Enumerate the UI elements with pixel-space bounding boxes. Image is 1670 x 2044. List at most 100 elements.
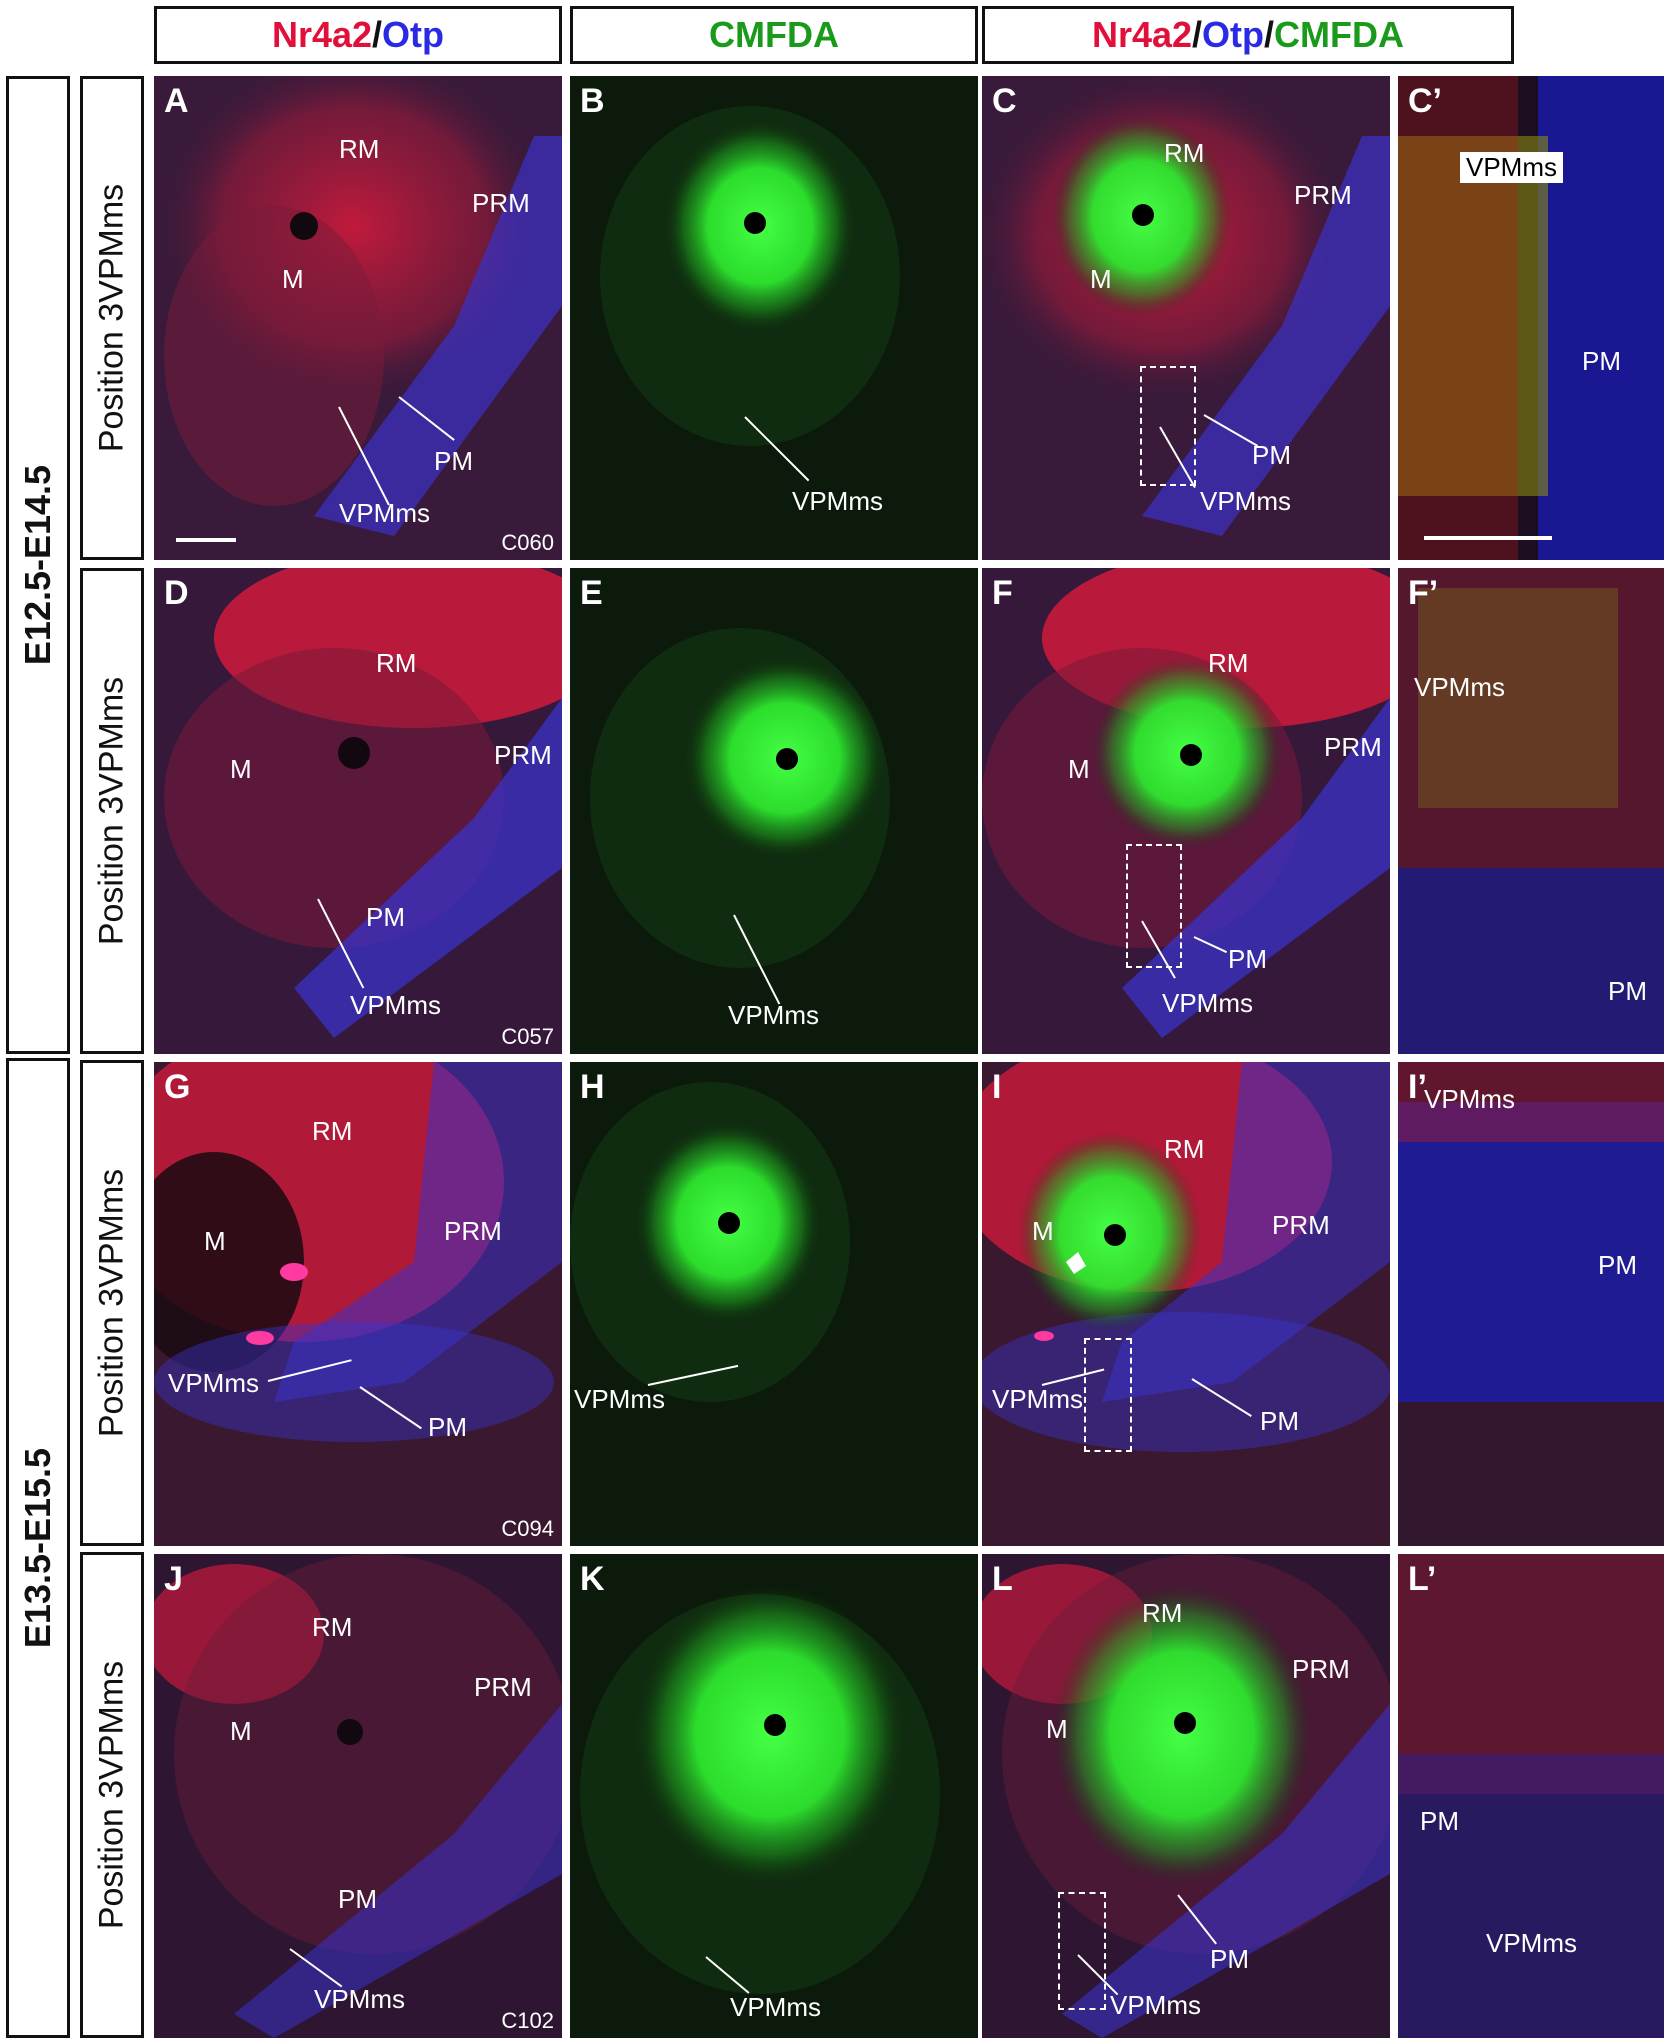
- panel-H: H VPMms: [570, 1062, 978, 1546]
- header-separator: /: [1264, 14, 1275, 55]
- sample-code: C102: [501, 2008, 554, 2033]
- panel-letter: F: [992, 574, 1013, 612]
- micrograph-zoom: [1398, 1062, 1664, 1546]
- row-label-text: Position 3VPMms: [92, 1168, 131, 1438]
- header-cmfda: CMFDA: [570, 6, 978, 64]
- micrograph-nr4a2-otp: [154, 568, 562, 1054]
- group-label-text: E12.5-E14.5: [17, 464, 58, 666]
- injection-site-dot: [1104, 1224, 1126, 1246]
- label-rm: RM: [339, 134, 380, 164]
- injection-site-dot: [776, 748, 798, 770]
- header-merged-nr4a2: Nr4a2: [1091, 14, 1193, 55]
- panel-I-prime: I’ VPMms PM: [1398, 1062, 1664, 1546]
- label-m: M: [1032, 1216, 1054, 1246]
- label-pm: PM: [1582, 346, 1621, 376]
- zoom-region-box: [1126, 844, 1182, 968]
- panel-letter: I: [992, 1068, 1002, 1106]
- group-label-text: E13.5-E15.5: [17, 1447, 58, 1649]
- micrograph-nr4a2-otp: [154, 76, 562, 560]
- label-vpmms: VPMms: [728, 1000, 819, 1030]
- label-vpmms: VPMms: [1162, 988, 1253, 1018]
- label-m: M: [1090, 264, 1112, 294]
- panel-J: J RM PRM M PM VPMms C102: [154, 1554, 562, 2038]
- label-pm: PM: [1210, 1944, 1249, 1974]
- label-rm: RM: [1164, 138, 1205, 168]
- label-rm: RM: [376, 648, 417, 678]
- injection-site-dot: [744, 212, 766, 234]
- label-m: M: [230, 754, 252, 784]
- sample-code: C060: [501, 530, 554, 555]
- label-vpmms: VPMms: [1110, 1990, 1201, 2020]
- panel-letter: F’: [1408, 574, 1439, 612]
- label-rm: RM: [312, 1116, 353, 1146]
- row-label-3: Position 3VPMms: [80, 1060, 144, 1546]
- row-label-2: Position 3VPMms: [80, 568, 144, 1054]
- label-vpmms: VPMms: [792, 486, 883, 516]
- row-label-text: Position 3VPMms: [92, 676, 131, 946]
- label-vpmms: VPMms: [1486, 1928, 1577, 1958]
- micrograph-merged: [982, 1554, 1390, 2038]
- label-m: M: [282, 264, 304, 294]
- zoom-region-box: [1084, 1338, 1132, 1452]
- micrograph-merged: [982, 1062, 1390, 1546]
- header-cmfda-label: CMFDA: [709, 14, 839, 55]
- label-vpmms: VPMms: [574, 1384, 665, 1414]
- label-prm: PRM: [444, 1216, 502, 1246]
- row-label-text: Position 3VPMms: [92, 183, 131, 453]
- panel-E: E VPMms: [570, 568, 978, 1054]
- label-pm: PM: [1260, 1406, 1299, 1436]
- label-pm: PM: [1608, 976, 1647, 1006]
- label-prm: PRM: [494, 740, 552, 770]
- panel-C: C RM PRM M PM VPMms: [982, 76, 1390, 560]
- label-vpmms: VPMms: [168, 1368, 259, 1398]
- label-rm: RM: [1142, 1598, 1183, 1628]
- panel-letter: I’: [1408, 1068, 1427, 1106]
- panel-letter: H: [580, 1068, 605, 1106]
- row-label-text: Position 3VPMms: [92, 1660, 131, 1930]
- panel-letter: D: [164, 574, 189, 612]
- micrograph-cmfda: [570, 1062, 978, 1546]
- panel-letter: C’: [1408, 82, 1442, 120]
- label-pm: PM: [1252, 440, 1291, 470]
- label-rm: RM: [312, 1612, 353, 1642]
- micrograph-zoom: [1398, 568, 1664, 1054]
- micrograph-cmfda: [570, 76, 978, 560]
- label-pm: PM: [366, 902, 405, 932]
- label-vpmms: VPMms: [1200, 486, 1291, 516]
- panel-I: I RM PRM M VPMms PM: [982, 1062, 1390, 1546]
- label-prm: PRM: [1272, 1210, 1330, 1240]
- label-pm: PM: [1598, 1250, 1637, 1280]
- micrograph-zoom: [1398, 1554, 1664, 2038]
- injection-site-dot: [718, 1212, 740, 1234]
- injection-site-dot: [1180, 744, 1202, 766]
- header-merged-cmfda: CMFDA: [1274, 14, 1405, 55]
- group-label-1: E12.5-E14.5: [6, 76, 70, 1054]
- micrograph-nr4a2-otp: [154, 1554, 562, 2038]
- label-pm: PM: [428, 1412, 467, 1442]
- panel-C-prime: C’ VPMms PM: [1398, 76, 1664, 560]
- header-separator: /: [1192, 14, 1203, 55]
- micrograph-zoom: [1398, 76, 1664, 560]
- panel-L-prime: L’ PM VPMms: [1398, 1554, 1664, 2038]
- header-merged-otp: Otp: [1202, 14, 1265, 55]
- panel-D: D RM PRM M PM VPMms C057: [154, 568, 562, 1054]
- panel-letter: C: [992, 82, 1017, 120]
- label-vpmms: VPMms: [350, 990, 441, 1020]
- label-m: M: [204, 1226, 226, 1256]
- label-vpmms: VPMms: [314, 1984, 405, 2014]
- sample-code: C057: [501, 1024, 554, 1049]
- micrograph-merged: [982, 568, 1390, 1054]
- header-nr4a2-label: Nr4a2: [271, 14, 373, 55]
- label-pm: PM: [338, 1884, 377, 1914]
- panel-letter: K: [580, 1560, 605, 1598]
- scale-bar: [176, 538, 236, 542]
- zoom-region-box: [1058, 1892, 1106, 2010]
- panel-G: G RM PRM M VPMms PM C094: [154, 1062, 562, 1546]
- label-pm: PM: [1228, 944, 1267, 974]
- zoom-region-box: [1140, 366, 1196, 486]
- header-separator: /: [372, 14, 383, 55]
- panel-L: L RM PRM M PM VPMms: [982, 1554, 1390, 2038]
- panel-letter: G: [164, 1068, 191, 1106]
- scale-bar: [1424, 536, 1552, 540]
- micrograph-nr4a2-otp: [154, 1062, 562, 1546]
